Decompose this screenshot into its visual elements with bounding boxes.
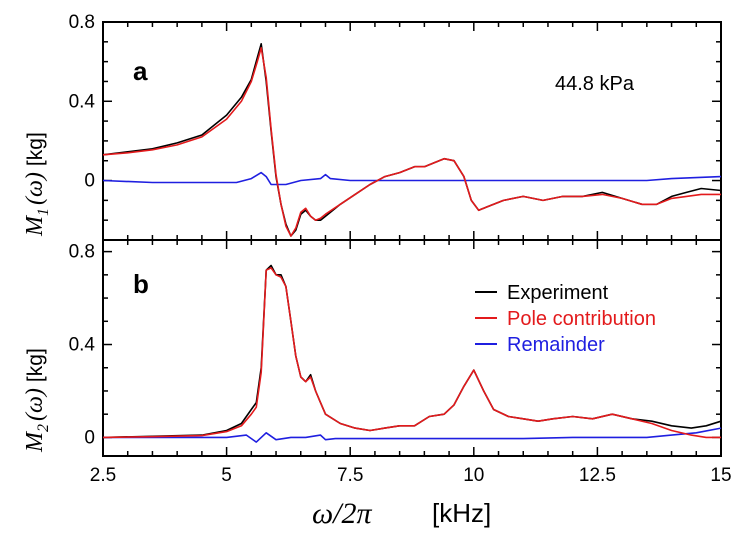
panel-a-y-arg: (ω) xyxy=(22,172,48,205)
panel-a-y-symbol: M xyxy=(22,214,48,237)
panel-a-frame xyxy=(102,21,722,241)
series-pole-contribution xyxy=(102,47,721,237)
panel-a-lines xyxy=(102,43,722,237)
series-pole-contribution xyxy=(102,267,721,439)
x-tick-label: 15 xyxy=(710,465,731,486)
x-axis-symbol: ω/2π xyxy=(312,497,373,530)
legend-label-experiment: Experiment xyxy=(507,282,609,304)
panel-b: 0 0.4 0.8 2.5 5 7.5 10 12.5 15 b M2 (ω) [kg] Expe… xyxy=(22,239,732,486)
panel-b-label: b xyxy=(133,269,149,299)
series-remainder xyxy=(102,171,722,186)
panel-b-y-symbol: M xyxy=(22,430,48,453)
panel-a-y-unit: [kg] xyxy=(24,132,47,166)
x-tick-label: 12.5 xyxy=(579,465,616,486)
x-tick-label: 7.5 xyxy=(337,465,363,486)
series-experiment xyxy=(102,264,722,439)
pressure-annotation: 44.8 kPa xyxy=(555,73,635,95)
panel-a-x-ticks xyxy=(102,22,722,240)
series-remainder xyxy=(103,427,722,443)
legend-label-pole: Pole contribution xyxy=(507,308,656,330)
x-tick-label: 5 xyxy=(221,465,232,486)
panel-a: 0 0.4 0.8 a 44.8 kPa M1 (ω) [kg] xyxy=(22,12,722,241)
panel-b-lines xyxy=(102,264,722,443)
x-tick-label: 10 xyxy=(463,465,484,486)
legend: Experiment Pole contribution Remainder xyxy=(475,282,656,356)
y-tick-label: 0 xyxy=(84,427,95,448)
panel-a-y-ticks: 0 0.4 0.8 xyxy=(69,12,721,221)
panel-b-frame xyxy=(102,239,722,457)
y-tick-label: 0 xyxy=(84,171,95,192)
x-axis-unit: [kHz] xyxy=(432,498,491,528)
legend-label-remainder: Remainder xyxy=(507,334,605,356)
x-tick-label: 2.5 xyxy=(90,465,116,486)
panel-b-y-subscript: 2 xyxy=(35,424,52,432)
y-tick-label: 0.8 xyxy=(69,242,95,263)
panel-b-y-unit: [kg] xyxy=(24,348,47,382)
panel-a-y-subscript: 1 xyxy=(35,208,52,216)
y-tick-label: 0.8 xyxy=(69,12,95,33)
y-tick-label: 0.4 xyxy=(69,335,96,356)
y-tick-label: 0.4 xyxy=(69,91,96,112)
panel-a-label: a xyxy=(133,56,148,86)
panel-b-y-label: M2 (ω) [kg] xyxy=(22,348,52,453)
panel-b-x-ticks: 2.5 5 7.5 10 12.5 15 xyxy=(90,240,732,486)
panel-b-y-arg: (ω) xyxy=(22,388,48,421)
panel-b-y-ticks: 0 0.4 0.8 xyxy=(69,242,721,448)
panel-a-y-label: M1 (ω) [kg] xyxy=(22,132,52,237)
